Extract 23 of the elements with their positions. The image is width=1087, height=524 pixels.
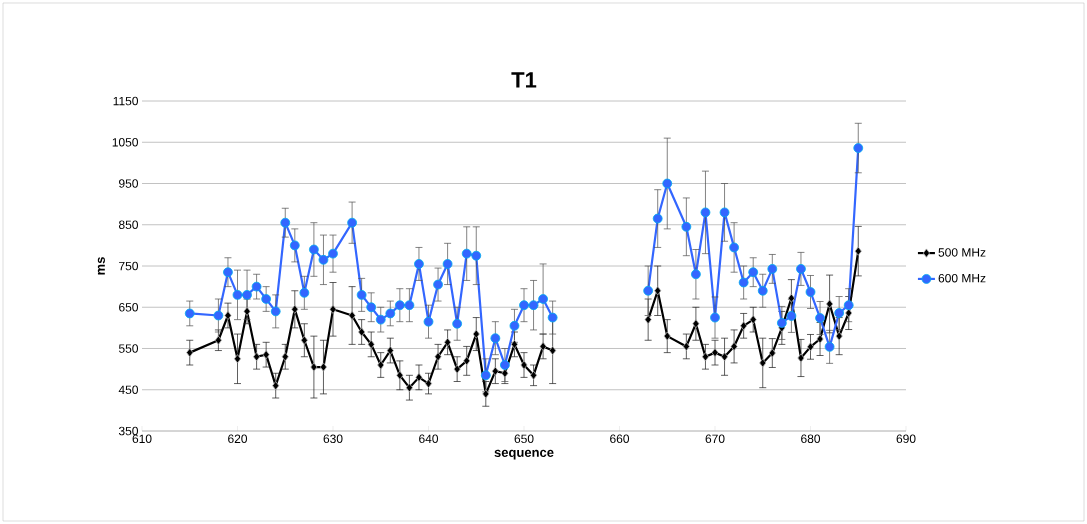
x-axis-title: sequence <box>494 449 554 460</box>
y-tick-label: 450 <box>118 385 139 395</box>
y-tick-label: 350 <box>118 426 139 436</box>
legend-label: 500 MHz <box>938 248 986 257</box>
x-tick-label: 620 <box>228 434 248 444</box>
x-tick-label: 660 <box>610 434 630 444</box>
chart-title: T1 <box>511 72 537 88</box>
legend-label: 600 MHz <box>938 274 986 283</box>
x-tick-label: 630 <box>323 434 343 444</box>
y-tick-label: 550 <box>118 344 139 353</box>
y-tick-label: 750 <box>119 261 139 271</box>
y-tick-label: 950 <box>119 179 139 188</box>
y-tick-label: 1150 <box>113 96 139 106</box>
x-tick-label: 640 <box>419 434 439 444</box>
x-tick-label: 670 <box>705 434 725 444</box>
x-tick-label: 610 <box>132 434 152 444</box>
y-tick-label: 1050 <box>112 138 139 147</box>
y-tick-label: 650 <box>119 303 139 312</box>
x-tick-label: 680 <box>801 434 821 444</box>
x-tick-label: 650 <box>514 434 534 444</box>
y-tick-label: 850 <box>118 220 139 230</box>
y-axis-title: ms <box>97 257 105 275</box>
x-tick-label: 690 <box>896 434 916 444</box>
